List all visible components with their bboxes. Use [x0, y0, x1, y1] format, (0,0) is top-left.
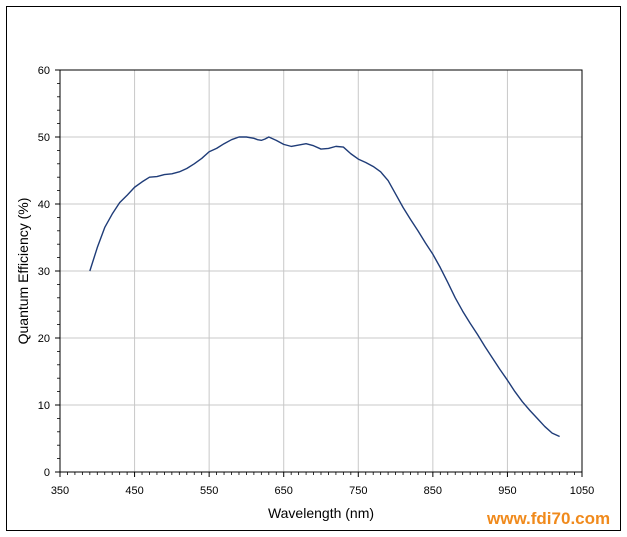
x-tick-label: 950: [498, 485, 516, 497]
watermark: www.fdi70.com: [487, 509, 611, 528]
labels-layer: 350 450 550 650 750 850 950 1050 0 10 20 30 40 50 60: [38, 65, 594, 497]
plot-border: [59, 69, 583, 473]
chart-frame: [6, 6, 621, 531]
x-tick-label: 450: [125, 485, 143, 497]
y-tick-label: 0: [44, 467, 50, 479]
x-axis-title: Wavelength (nm): [268, 505, 374, 521]
x-tick-label: 850: [424, 485, 442, 497]
y-tick-label: 10: [38, 400, 50, 412]
x-tick-label: 550: [200, 485, 218, 497]
y-tick-label: 40: [38, 199, 50, 211]
series-layer: [89, 136, 560, 438]
qe-series-line: [89, 136, 560, 438]
x-tick-label: 650: [275, 485, 293, 497]
y-tick-label: 20: [38, 333, 50, 345]
grid-layer: [60, 70, 582, 472]
x-tick-label: 350: [51, 485, 69, 497]
ticks-layer: [55, 69, 583, 477]
x-tick-label: 1050: [570, 485, 594, 497]
y-tick-label: 30: [38, 266, 50, 278]
y-axis-title: Quantum Efficiency (%): [15, 198, 31, 345]
y-tick-label: 60: [38, 65, 50, 77]
y-tick-label: 50: [38, 132, 50, 144]
x-tick-label: 750: [349, 485, 367, 497]
